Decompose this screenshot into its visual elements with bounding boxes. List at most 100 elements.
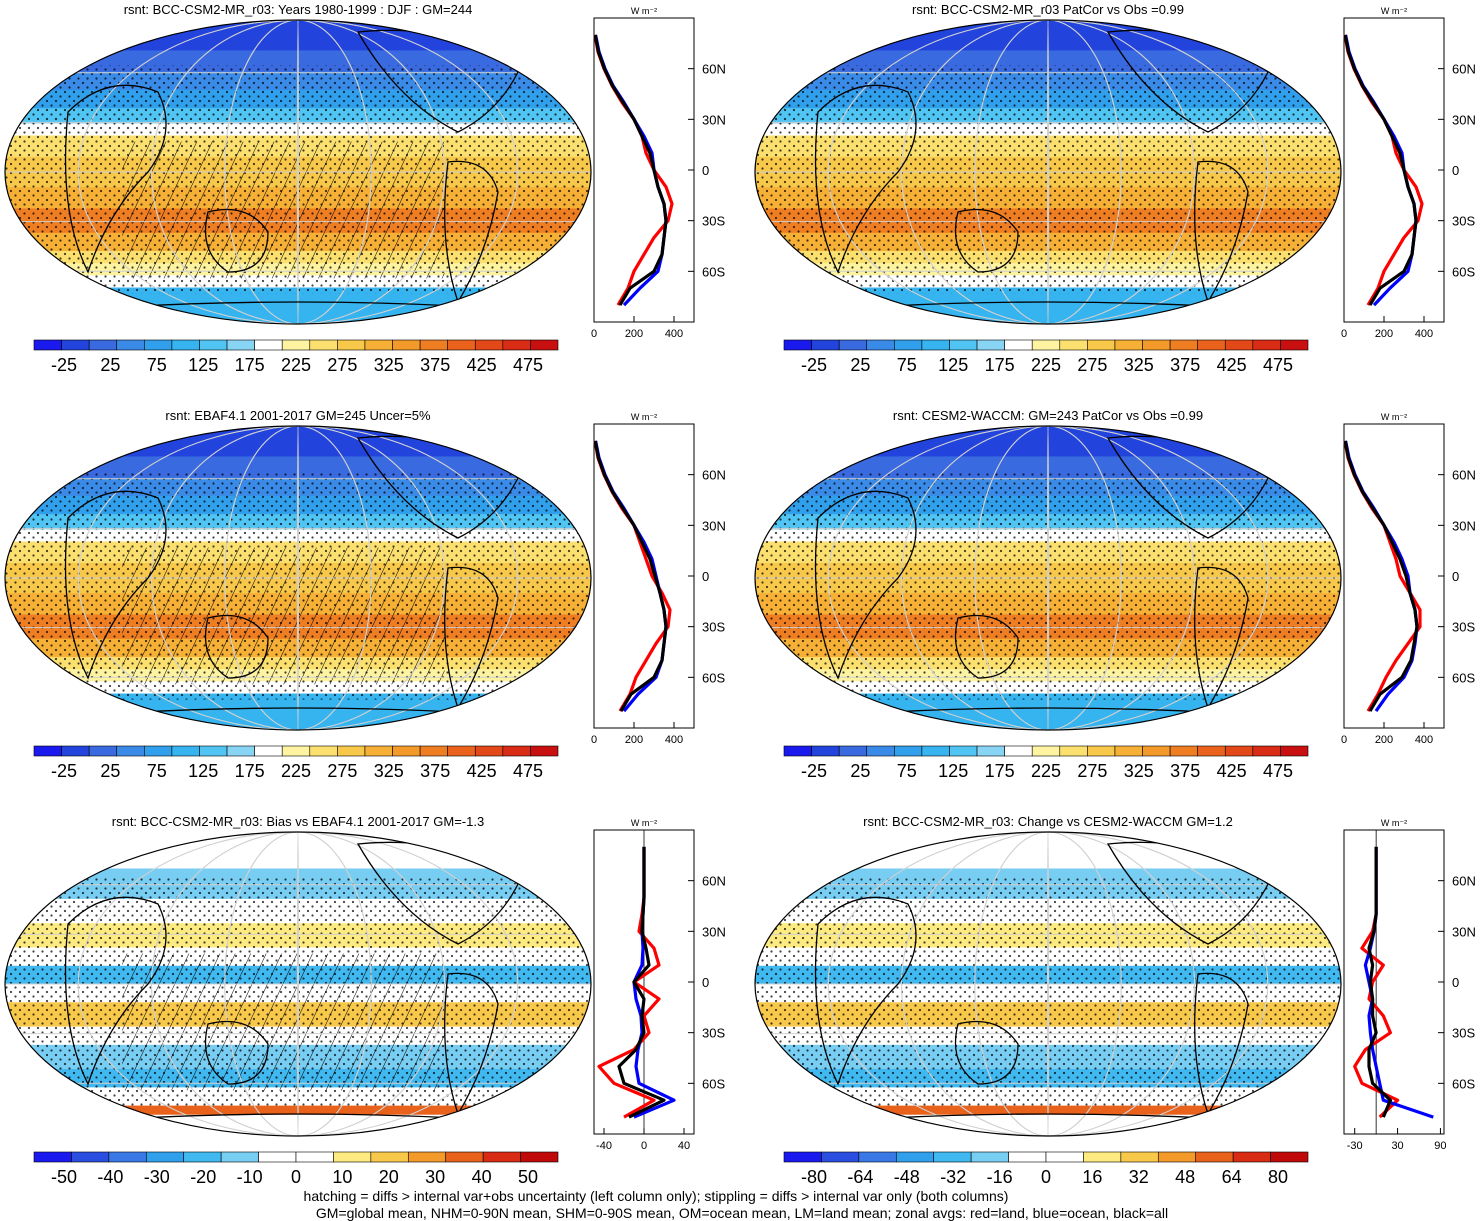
map-field — [755, 832, 1341, 1136]
lat-tick-label: 30N — [1452, 924, 1476, 939]
panel-5: rsnt: BCC-CSM2-MR_r03: Bias vs EBAF4.1 2… — [4, 814, 726, 1187]
colorbar: -50 -40 -30 -20 -10 0 10 20 30 40 50 — [33, 1151, 559, 1187]
longitude-line — [297, 832, 299, 1136]
panel-3: rsnt: EBAF4.1 2001-2017 GM=245 Uncer=5% -… — [4, 408, 726, 781]
longitude-line — [901, 832, 1195, 1136]
colorbar-swatch — [520, 1151, 559, 1163]
colorbar-tick-label: 275 — [327, 355, 357, 375]
colorbar-tick-label: 375 — [420, 761, 450, 781]
longitude-line — [974, 832, 1122, 1136]
zonal-mean-plot: W m⁻² 60N 30N 0 30S 60S -30 30 90 — [1343, 818, 1476, 1152]
map-border — [754, 831, 1342, 1137]
colorbar-tick-label: 50 — [518, 1167, 538, 1187]
lat-tick-label: 60N — [702, 468, 726, 483]
lat-tick-label: 30N — [1452, 112, 1476, 127]
colorbar-tick-label: 75 — [147, 761, 167, 781]
lat-tick-label: 60S — [702, 264, 725, 279]
x-tick-label: 0 — [1341, 328, 1347, 340]
colorbar-swatch — [333, 1151, 372, 1163]
colorbar-swatch — [838, 339, 868, 351]
colorbar-swatch — [1197, 745, 1226, 757]
colorbar-swatch — [309, 745, 338, 757]
colorbar-swatch — [1120, 1151, 1159, 1163]
colorbar-swatch — [1224, 745, 1254, 757]
zonal-units-label: W m⁻² — [1381, 818, 1407, 828]
x-tick-label: 200 — [1375, 328, 1393, 340]
x-tick-label: 200 — [1375, 734, 1393, 746]
lat-tick-label: 60N — [702, 62, 726, 77]
lat-tick-label: 60S — [702, 1076, 725, 1091]
colorbar-swatch — [258, 1151, 297, 1163]
colorbar-swatch — [309, 339, 338, 351]
colorbar-swatch — [811, 339, 840, 351]
colorbar-tick-label: 125 — [938, 761, 968, 781]
colorbar-swatch — [419, 745, 448, 757]
lat-tick-label: 60S — [1452, 670, 1475, 685]
colorbar-swatch — [783, 745, 812, 757]
colorbar-swatch — [1114, 339, 1143, 351]
panel-6: rsnt: BCC-CSM2-MR_r03: Change vs CESM2-W… — [754, 814, 1476, 1187]
hatching — [122, 141, 445, 279]
colorbar-swatch — [281, 745, 311, 757]
longitude-line — [1047, 832, 1049, 1136]
colorbar-swatch — [364, 745, 393, 757]
colorbar-swatch — [783, 339, 812, 351]
colorbar-swatch — [866, 745, 895, 757]
footer: hatching = diffs > internal var+obs unce… — [304, 1188, 1169, 1221]
longitude-line — [77, 20, 519, 324]
colorbar-tick-label: -64 — [847, 1167, 873, 1187]
longitude-line — [224, 832, 372, 1136]
colorbar-swatch — [1031, 339, 1061, 351]
colorbar-tick-label: 25 — [850, 355, 870, 375]
lat-tick-label: 60S — [1452, 1076, 1475, 1091]
colorbar-swatch — [1142, 339, 1171, 351]
longitude-line — [77, 426, 519, 730]
colorbar-swatch — [895, 1151, 935, 1163]
longitude-line — [151, 426, 445, 730]
x-tick-label: 400 — [1415, 734, 1433, 746]
coastline — [204, 614, 269, 679]
panel-2: rsnt: BCC-CSM2-MR_r03 PatCor vs Obs =0.9… — [754, 2, 1476, 375]
coastline — [1194, 160, 1249, 304]
colorbar-tick-label: -30 — [144, 1167, 170, 1187]
x-tick-label: -30 — [1347, 1140, 1363, 1152]
colorbar: -25 25 75 125 175 225 275 325 375 425 475 — [33, 745, 559, 781]
colorbar-swatch — [199, 745, 228, 757]
colorbar-tick-label: 475 — [513, 355, 543, 375]
colorbar-tick-label: 275 — [1077, 355, 1107, 375]
colorbar-swatch — [1008, 1151, 1047, 1163]
panel-title: rsnt: BCC-CSM2-MR_r03: Years 1980-1999 :… — [124, 2, 473, 17]
lat-tick-label: 60N — [1452, 62, 1476, 77]
colorbar-tick-label: 425 — [1217, 355, 1247, 375]
coastline — [204, 208, 269, 273]
panel-4: rsnt: CESM2-WACCM: GM=243 PatCor vs Obs … — [754, 408, 1476, 781]
zonal-mean-plot: W m⁻² 60N 30N 0 30S 60S 0 200 400 — [1341, 6, 1476, 340]
colorbar-swatch — [1004, 339, 1033, 351]
longitude-line — [974, 20, 1122, 324]
lat-tick-label: 30N — [702, 518, 726, 533]
x-tick-label: 0 — [641, 1140, 647, 1152]
colorbar-tick-label: 125 — [188, 355, 218, 375]
all-zonal-line — [593, 440, 668, 712]
lat-tick-label: 60N — [1452, 874, 1476, 889]
x-tick-label: 400 — [665, 734, 683, 746]
colorbar-tick-label: 325 — [374, 761, 404, 781]
x-tick-label: 200 — [625, 734, 643, 746]
colorbar-swatch — [933, 1151, 972, 1163]
colorbar-swatch — [1169, 745, 1198, 757]
colorbar-tick-label: 425 — [467, 761, 497, 781]
zonal-units-label: W m⁻² — [631, 412, 657, 422]
colorbar-swatch — [254, 745, 283, 757]
coastline — [444, 160, 499, 304]
colorbar-tick-label: 325 — [1124, 761, 1154, 781]
colorbar-tick-label: 75 — [147, 355, 167, 375]
longitude-line — [974, 426, 1122, 730]
colorbar-swatch — [226, 339, 255, 351]
panel-title: rsnt: BCC-CSM2-MR_r03: Change vs CESM2-W… — [863, 814, 1233, 829]
zonal-mean-plot: W m⁻² 60N 30N 0 30S 60S 0 200 400 — [591, 412, 726, 746]
lat-tick-label: 0 — [1452, 975, 1459, 990]
coastline — [64, 490, 167, 680]
colorbar-tick-label: -16 — [987, 1167, 1013, 1187]
colorbar-tick-label: -80 — [801, 1167, 827, 1187]
